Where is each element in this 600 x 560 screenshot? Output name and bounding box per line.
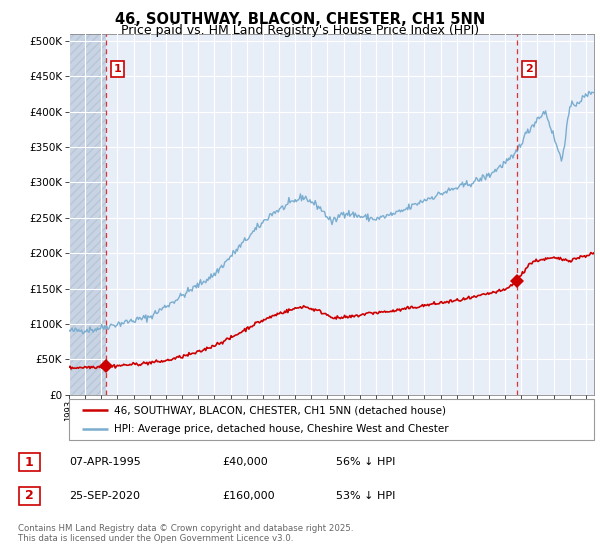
Text: £160,000: £160,000 — [222, 491, 275, 501]
FancyBboxPatch shape — [19, 487, 40, 505]
Text: 53% ↓ HPI: 53% ↓ HPI — [336, 491, 395, 501]
Text: HPI: Average price, detached house, Cheshire West and Chester: HPI: Average price, detached house, Ches… — [113, 424, 448, 435]
Text: 46, SOUTHWAY, BLACON, CHESTER, CH1 5NN: 46, SOUTHWAY, BLACON, CHESTER, CH1 5NN — [115, 12, 485, 27]
Text: 07-APR-1995: 07-APR-1995 — [69, 457, 141, 467]
Text: 25-SEP-2020: 25-SEP-2020 — [69, 491, 140, 501]
Text: £40,000: £40,000 — [222, 457, 268, 467]
Text: 2: 2 — [525, 64, 533, 74]
Bar — [69, 34, 106, 395]
Text: 56% ↓ HPI: 56% ↓ HPI — [336, 457, 395, 467]
Text: Price paid vs. HM Land Registry's House Price Index (HPI): Price paid vs. HM Land Registry's House … — [121, 24, 479, 36]
Text: Contains HM Land Registry data © Crown copyright and database right 2025.
This d: Contains HM Land Registry data © Crown c… — [18, 524, 353, 543]
FancyBboxPatch shape — [69, 399, 594, 440]
Text: 1: 1 — [114, 64, 121, 74]
FancyBboxPatch shape — [19, 453, 40, 471]
Bar — [69, 34, 106, 395]
Text: 46, SOUTHWAY, BLACON, CHESTER, CH1 5NN (detached house): 46, SOUTHWAY, BLACON, CHESTER, CH1 5NN (… — [113, 405, 446, 415]
Text: 1: 1 — [25, 455, 34, 469]
Text: 2: 2 — [25, 489, 34, 502]
